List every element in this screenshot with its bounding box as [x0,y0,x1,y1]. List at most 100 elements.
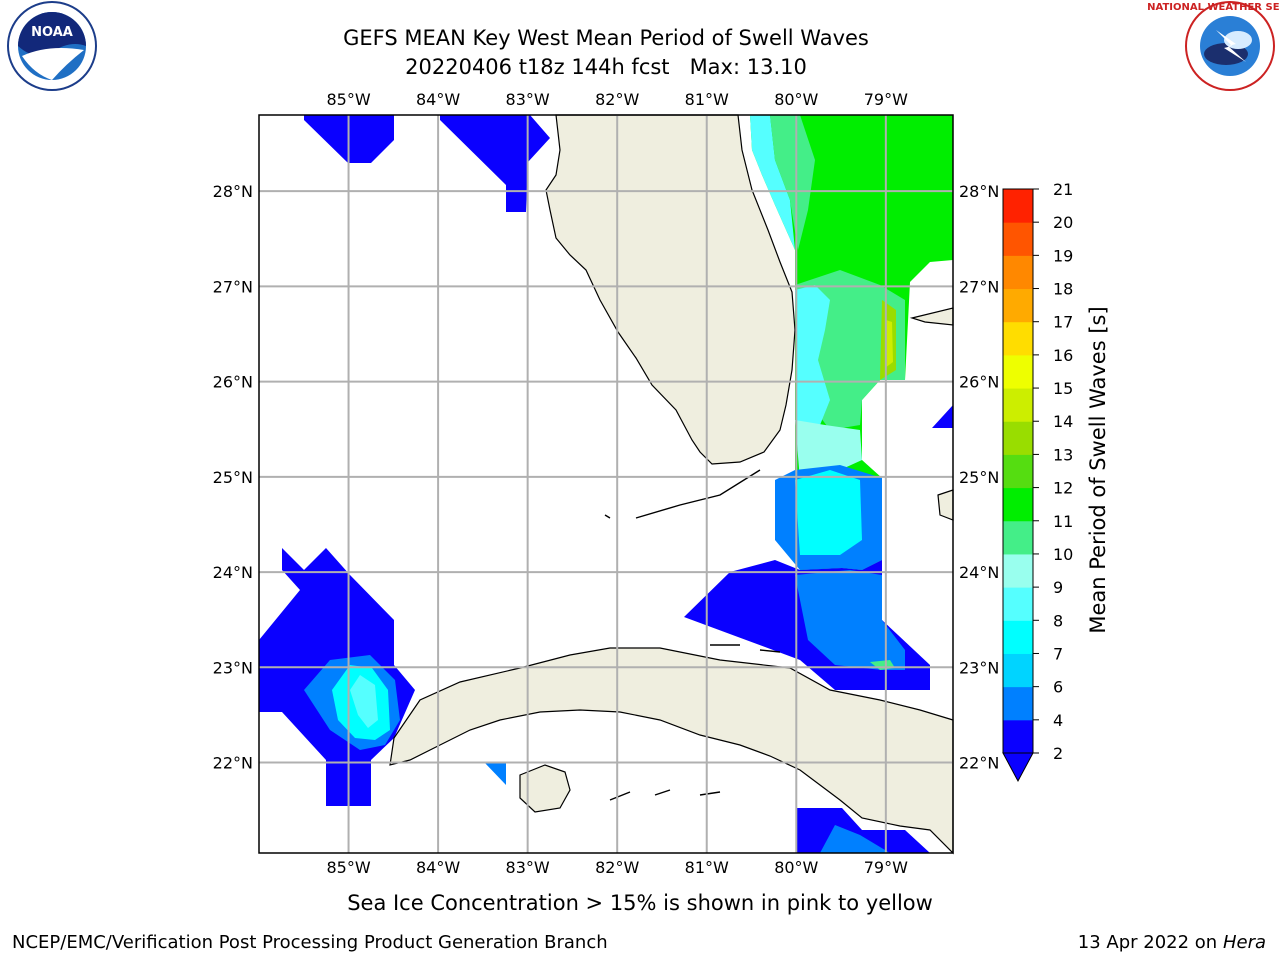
colorbar-tick-label: 7 [1053,644,1063,663]
colorbar-segment [1003,321,1033,356]
lat-label-left: 22°N [213,754,253,773]
colorbar-tick-label: 16 [1053,346,1073,365]
colorbar-segment [1003,288,1033,323]
lat-label-left: 23°N [213,658,253,677]
colorbar-tick-label: 20 [1053,213,1073,232]
map-frame [258,114,954,854]
colorbar-tick-label: 6 [1053,678,1063,697]
colorbar-tick-label: 21 [1053,180,1073,199]
lat-labels-left: 28°N 27°N 26°N 25°N 24°N 23°N 22°N [213,182,253,772]
swell-patch [795,470,862,555]
colorbar-tick-label: 10 [1053,545,1073,564]
lat-label-left: 27°N [213,277,253,296]
colorbar-segment [1003,620,1033,654]
swell-patch [750,115,795,250]
lat-label-right: 22°N [959,754,999,773]
swell-patch [484,762,506,785]
swell-patch [795,570,905,670]
lon-labels-top: 85°W 84°W 83°W 82°W 81°W 80°W 79°W [326,90,908,109]
lon-label-bottom: 85°W [326,858,370,877]
nws-logo-text: NATIONAL WEATHER SERVICE [1147,2,1280,13]
colorbar-tick-label: 2 [1053,744,1063,763]
bahama-island [937,489,954,521]
lat-label-right: 25°N [959,468,999,487]
colorbar: 2 4 6 7 8 9 10 11 12 13 14 15 16 17 18 19 20 21 [1002,180,1073,783]
swell-period-fill [259,115,953,853]
lon-labels-bottom: 85°W 84°W 83°W 82°W 81°W 80°W 79°W [326,858,908,877]
lon-label-top: 80°W [774,90,818,109]
chart-title: GEFS MEAN Key West Mean Period of Swell … [343,26,869,50]
colorbar-tick-label: 19 [1053,246,1073,265]
colorbar-extend [1002,752,1034,783]
colorbar-segment [1003,520,1033,555]
swell-patch [440,115,550,212]
footer-date: 13 Apr 2022 on Hera [1078,930,1266,956]
swell-patch [795,420,862,480]
colorbar-segment [1003,719,1033,754]
lon-label-top: 81°W [685,90,729,109]
lon-label-bottom: 80°W [774,858,818,877]
colorbar-segment [1003,653,1033,688]
chart-subtitle: 20220406 t18z 144h fcst Max: 13.10 [405,55,807,79]
cuba-land [389,647,954,855]
florida-keys [635,469,761,519]
colorbar-tick-label: 8 [1053,611,1063,630]
colorbar-frame [1002,188,1034,754]
colorbar-tick-label: 13 [1053,445,1073,464]
lat-label-right: 26°N [959,373,999,392]
lon-label-bottom: 84°W [416,858,460,877]
colorbar-tick-label: 14 [1053,412,1073,431]
colorbar-label: Mean Period of Swell Waves [s] [1086,306,1110,633]
colorbar-segment [1003,686,1033,721]
cays [609,644,781,801]
lat-labels-right: 28°N 27°N 26°N 25°N 24°N 23°N 22°N [959,182,999,772]
colorbar-tick-label: 9 [1053,578,1063,597]
lon-label-bottom: 79°W [864,858,908,877]
footer-credit: NCEP/EMC/Verification Post Processing Pr… [12,932,608,953]
lon-label-top: 85°W [326,90,370,109]
lat-label-left: 28°N [213,182,253,201]
lat-label-right: 24°N [959,563,999,582]
swell-patch [820,825,890,853]
colorbar-segment [1003,421,1033,455]
isla-de-la-juventud [519,764,571,813]
colorbar-segment [1003,587,1033,621]
colorbar-segment [1003,487,1033,522]
land [389,114,954,855]
nws-logo: NATIONAL WEATHER SERVICE [1147,1,1280,91]
lon-label-top: 83°W [506,90,550,109]
colorbar-tick-label: 12 [1053,479,1073,498]
colorbar-tick-label: 15 [1053,379,1073,398]
colorbar-segment [1003,553,1033,588]
lon-label-top: 79°W [864,90,908,109]
footer-date-text: 13 Apr 2022 on [1077,932,1218,953]
lat-label-left: 25°N [213,468,253,487]
colorbar-segment [1003,354,1033,389]
colorbar-tick-label: 17 [1053,313,1073,332]
lon-label-top: 82°W [595,90,639,109]
lat-label-left: 24°N [213,563,253,582]
lat-label-right: 28°N [959,182,999,201]
colorbar-segment [1003,189,1033,223]
lon-label-bottom: 83°W [506,858,550,877]
colorbar-segment [1003,255,1033,290]
lon-label-top: 84°W [416,90,460,109]
swell-patch [350,675,378,728]
lat-label-right: 27°N [959,277,999,296]
lon-label-bottom: 81°W [685,858,729,877]
noaa-logo-text: NOAA [31,25,73,40]
lat-label-right: 23°N [959,658,999,677]
swell-patch [932,405,953,428]
map-gridlines [259,115,953,853]
florida-keys [604,514,611,519]
lat-label-left: 26°N [213,373,253,392]
noaa-logo: NOAA [7,1,97,91]
swell-patch [795,285,830,440]
colorbar-segment [1003,222,1033,256]
colorbar-tick-label: 4 [1053,711,1063,730]
swell-patch [770,115,815,250]
footer-host: Hera [1222,932,1266,953]
colorbar-segment [1003,388,1033,422]
colorbar-tick-label: 11 [1053,512,1073,531]
